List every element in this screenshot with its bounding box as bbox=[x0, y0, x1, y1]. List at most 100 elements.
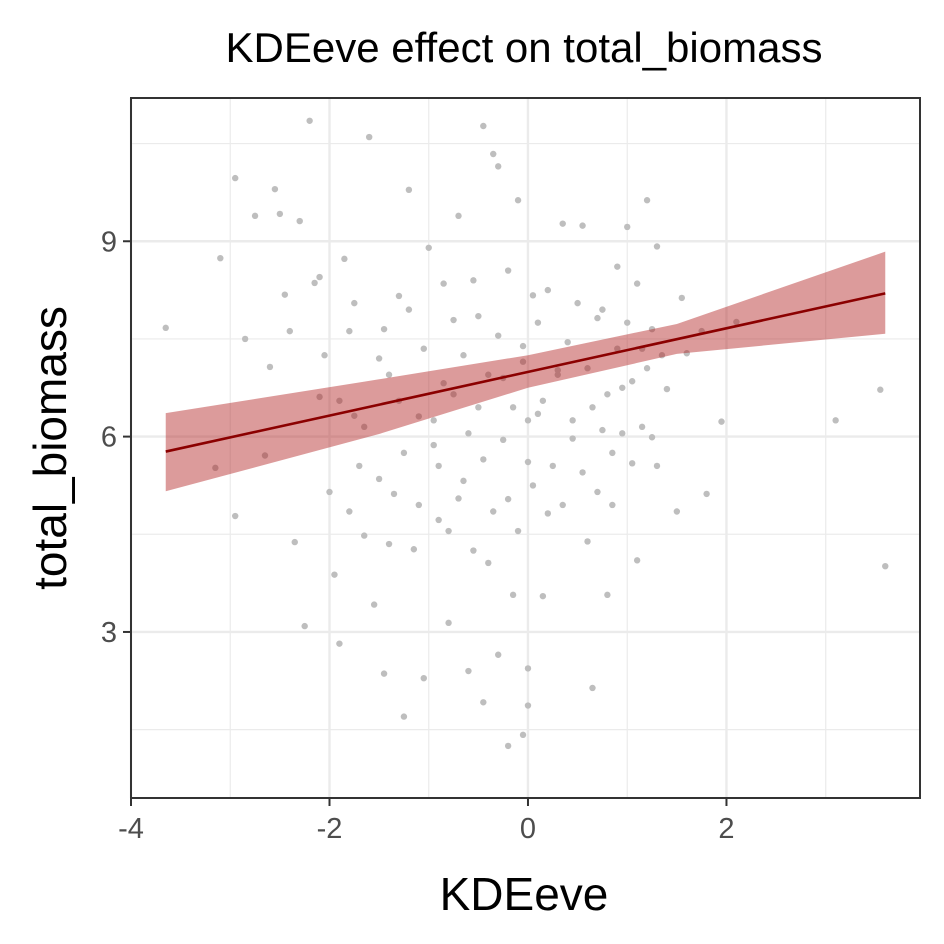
data-point bbox=[599, 426, 606, 434]
data-point bbox=[485, 559, 492, 567]
data-point bbox=[559, 501, 566, 509]
data-point bbox=[703, 490, 710, 498]
data-point bbox=[554, 371, 561, 378]
data-point bbox=[410, 546, 418, 553]
data-point bbox=[589, 684, 596, 692]
data-point bbox=[658, 352, 666, 359]
plot-panel bbox=[129, 97, 921, 799]
data-point bbox=[584, 538, 591, 545]
data-point bbox=[306, 117, 313, 124]
data-point bbox=[504, 742, 512, 750]
data-point bbox=[624, 319, 631, 326]
data-point bbox=[455, 212, 462, 220]
data-point bbox=[549, 462, 556, 470]
data-point bbox=[271, 185, 279, 193]
data-point bbox=[504, 495, 512, 503]
y-tick-label: 6 bbox=[101, 422, 117, 454]
data-point bbox=[241, 335, 249, 343]
data-point bbox=[351, 299, 358, 307]
data-point bbox=[514, 527, 522, 535]
data-point bbox=[524, 665, 532, 672]
data-point bbox=[415, 413, 423, 420]
data-point bbox=[663, 385, 671, 393]
data-point bbox=[430, 417, 437, 424]
grid-lines bbox=[129, 98, 920, 798]
data-point bbox=[316, 273, 323, 281]
data-point bbox=[440, 280, 447, 287]
data-point bbox=[405, 306, 413, 313]
data-point bbox=[653, 243, 661, 250]
data-point bbox=[346, 327, 353, 335]
fit-line bbox=[165, 292, 886, 453]
data-point bbox=[519, 342, 527, 350]
y-axis: 3 6 9 bbox=[101, 226, 131, 649]
data-point bbox=[480, 699, 487, 706]
data-point bbox=[495, 163, 502, 170]
data-point bbox=[614, 345, 621, 352]
data-point bbox=[415, 501, 423, 509]
y-axis-title: total_biomass bbox=[24, 306, 76, 590]
data-point bbox=[460, 352, 467, 359]
data-point bbox=[559, 220, 566, 227]
data-point bbox=[251, 212, 259, 220]
data-point bbox=[628, 460, 636, 467]
data-point bbox=[375, 355, 383, 362]
data-point bbox=[643, 197, 651, 204]
data-point bbox=[385, 540, 393, 548]
data-point bbox=[524, 702, 532, 709]
data-point bbox=[648, 325, 656, 333]
data-point bbox=[336, 640, 343, 647]
data-point bbox=[495, 651, 502, 658]
data-point bbox=[529, 482, 537, 489]
data-point bbox=[718, 418, 725, 425]
data-point bbox=[509, 591, 517, 599]
data-point bbox=[346, 508, 353, 515]
data-point bbox=[594, 488, 601, 496]
data-point bbox=[519, 358, 527, 365]
regression-fit bbox=[165, 251, 886, 492]
x-tick-label: 0 bbox=[520, 813, 536, 845]
data-point bbox=[232, 174, 239, 182]
data-point bbox=[420, 674, 427, 682]
y-tick-label: 9 bbox=[101, 226, 117, 258]
data-point bbox=[534, 319, 542, 326]
data-point bbox=[574, 299, 581, 307]
data-point bbox=[400, 449, 408, 457]
data-point bbox=[619, 384, 626, 391]
data-point bbox=[455, 495, 462, 502]
data-point bbox=[316, 393, 323, 401]
data-point bbox=[470, 547, 477, 554]
data-point bbox=[361, 423, 368, 431]
x-tick-label: -2 bbox=[317, 813, 343, 845]
data-point bbox=[480, 122, 487, 130]
y-tick-label: 3 bbox=[101, 617, 117, 649]
panel-border bbox=[130, 97, 921, 799]
data-point bbox=[430, 441, 437, 449]
data-point bbox=[499, 436, 507, 444]
data-point bbox=[633, 280, 641, 287]
data-point bbox=[594, 314, 601, 322]
data-point bbox=[162, 324, 169, 332]
scatter-points bbox=[162, 117, 889, 750]
data-point bbox=[683, 350, 690, 357]
data-point bbox=[380, 325, 388, 333]
data-point bbox=[261, 452, 269, 459]
data-point bbox=[385, 371, 393, 378]
data-point bbox=[217, 254, 224, 262]
data-point bbox=[832, 417, 839, 424]
data-point bbox=[390, 490, 398, 498]
data-point bbox=[440, 380, 447, 387]
data-point bbox=[584, 365, 591, 372]
data-point bbox=[643, 365, 651, 372]
data-point bbox=[351, 412, 358, 419]
data-point bbox=[569, 435, 576, 442]
data-point bbox=[450, 316, 457, 324]
data-point bbox=[604, 591, 611, 599]
data-point bbox=[624, 223, 631, 231]
data-point bbox=[619, 430, 626, 437]
data-point bbox=[370, 601, 378, 608]
data-point bbox=[331, 571, 338, 578]
data-point bbox=[554, 366, 561, 374]
data-point bbox=[569, 417, 576, 424]
